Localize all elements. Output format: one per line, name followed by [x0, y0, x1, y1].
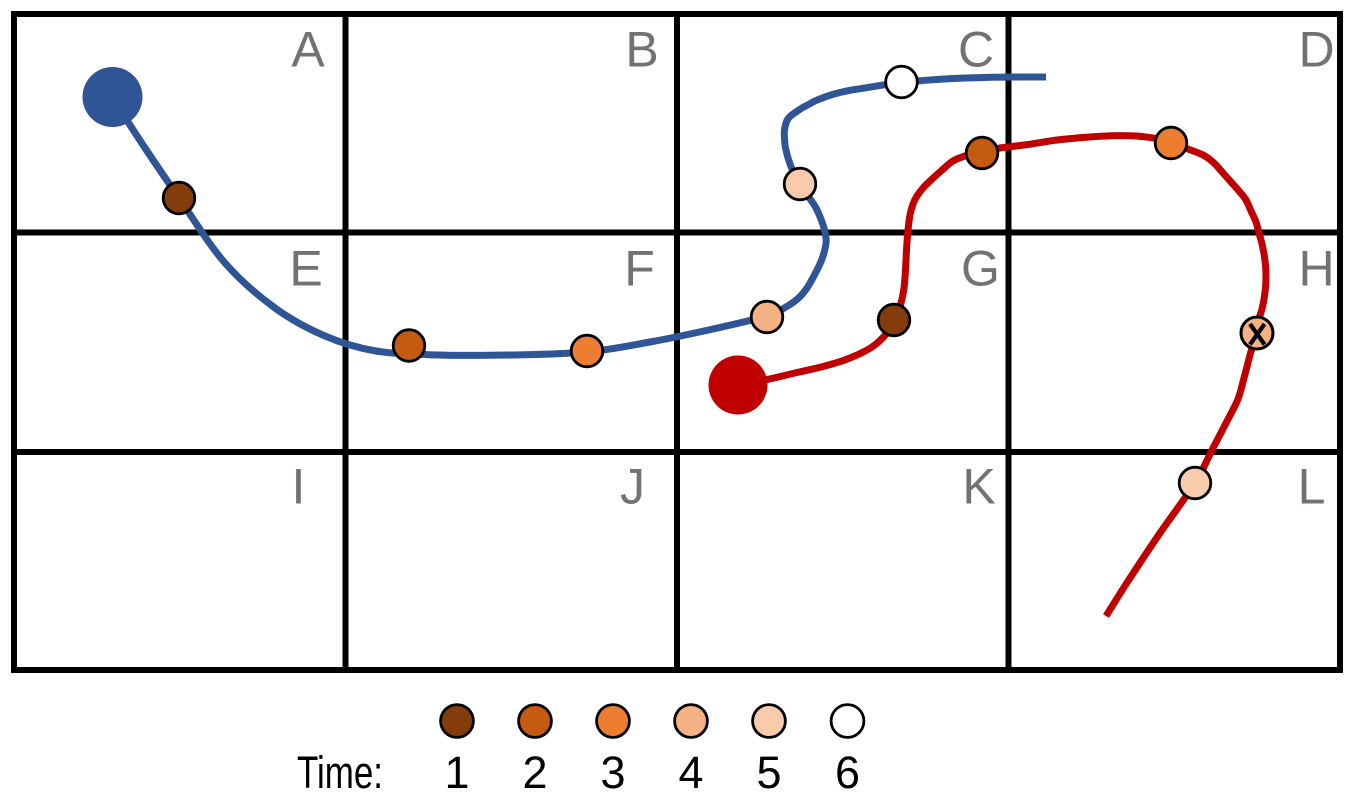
svg-text:6: 6: [835, 747, 860, 797]
svg-text:A: A: [291, 22, 325, 78]
svg-text:3: 3: [600, 747, 625, 797]
svg-text:H: H: [1298, 241, 1334, 297]
svg-text:D: D: [1298, 22, 1334, 78]
svg-text:L: L: [1298, 459, 1326, 515]
svg-text:F: F: [624, 241, 655, 297]
svg-text:K: K: [962, 459, 995, 515]
svg-text:4: 4: [678, 747, 703, 797]
svg-text:G: G: [961, 241, 1000, 297]
svg-text:C: C: [958, 22, 994, 78]
svg-text:Time:: Time:: [297, 747, 383, 797]
svg-text:2: 2: [522, 747, 547, 797]
svg-text:I: I: [292, 459, 306, 515]
svg-text:B: B: [625, 22, 658, 78]
svg-text:1: 1: [444, 747, 469, 797]
svg-text:E: E: [289, 241, 322, 297]
svg-text:5: 5: [756, 747, 781, 797]
svg-text:J: J: [620, 459, 645, 515]
